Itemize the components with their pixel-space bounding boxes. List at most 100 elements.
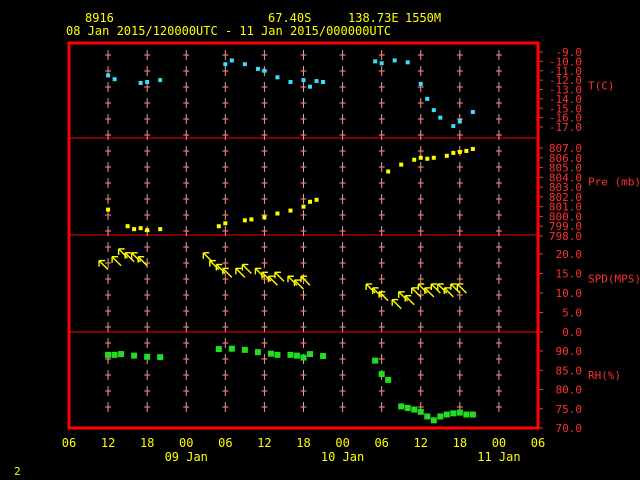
wind-arrow bbox=[222, 267, 233, 278]
humidity-point bbox=[287, 351, 294, 358]
wind-arrow bbox=[235, 267, 246, 278]
pressure-point bbox=[457, 149, 462, 154]
humidity-point bbox=[254, 349, 261, 356]
temperature-point bbox=[223, 62, 228, 67]
panel-label: SPD(MPS) bbox=[588, 273, 640, 286]
y-tick-label: 805.0 bbox=[549, 162, 582, 175]
wind-arrow bbox=[98, 259, 109, 271]
temperature-point bbox=[451, 124, 456, 129]
pressure-point bbox=[470, 146, 475, 151]
humidity-point bbox=[293, 352, 300, 359]
wind-arrow bbox=[274, 271, 285, 282]
station-elevation: 1550M bbox=[405, 11, 441, 25]
pressure-point bbox=[216, 224, 221, 229]
humidity-point bbox=[443, 411, 450, 418]
wind-arrow bbox=[456, 283, 467, 294]
humidity-point bbox=[404, 404, 411, 411]
y-tick-label: 10.0 bbox=[556, 287, 583, 300]
humidity-point bbox=[469, 411, 476, 418]
humidity-point bbox=[378, 371, 385, 378]
pressure-point bbox=[418, 155, 423, 160]
wind-arrow bbox=[215, 263, 226, 274]
time-period: 08 Jan 2015/120000UTC - 11 Jan 2015/0000… bbox=[66, 24, 391, 38]
pressure-point bbox=[145, 228, 150, 233]
x-tick-label: 06 bbox=[374, 436, 388, 450]
humidity-point bbox=[105, 351, 112, 358]
wind-arrow bbox=[293, 279, 304, 290]
y-tick-label: 807.0 bbox=[549, 142, 582, 155]
y-tick-label: -14.0 bbox=[549, 93, 582, 106]
temperature-point bbox=[138, 80, 143, 85]
wind-arrow bbox=[241, 263, 252, 274]
wind-arrow bbox=[117, 248, 129, 259]
humidity-point bbox=[274, 351, 281, 358]
y-tick-label: -13.0 bbox=[549, 84, 582, 97]
wind-arrow bbox=[111, 256, 122, 267]
humidity-point bbox=[424, 413, 431, 420]
temperature-point bbox=[229, 58, 234, 63]
y-tick-label: -10.0 bbox=[549, 55, 582, 68]
temperature-point bbox=[431, 108, 436, 113]
pressure-point bbox=[223, 221, 228, 226]
panel-label: Pre (mb) bbox=[588, 176, 640, 189]
humidity-point bbox=[417, 408, 424, 415]
pressure-point bbox=[125, 224, 130, 229]
pressure-point bbox=[242, 218, 247, 223]
humidity-point bbox=[267, 350, 274, 357]
wind-arrow bbox=[417, 283, 428, 294]
y-tick-label: 90.0 bbox=[556, 345, 583, 358]
wind-arrow bbox=[450, 283, 461, 294]
station-latitude: 67.40S bbox=[268, 11, 311, 25]
pressure-point bbox=[308, 199, 313, 204]
wind-arrow bbox=[378, 291, 389, 302]
x-tick-label: 00 bbox=[492, 436, 506, 450]
y-tick-label: 85.0 bbox=[556, 364, 583, 377]
y-tick-label: 70.0 bbox=[556, 422, 583, 435]
wind-arrow bbox=[391, 298, 402, 310]
y-tick-label: -12.0 bbox=[549, 74, 582, 87]
x-tick-label: 18 bbox=[296, 436, 310, 450]
humidity-point bbox=[118, 351, 125, 358]
humidity-point bbox=[456, 409, 463, 416]
pressure-point bbox=[425, 156, 430, 161]
pressure-point bbox=[444, 153, 449, 158]
temperature-point bbox=[112, 77, 117, 82]
wind-arrow bbox=[267, 275, 278, 286]
x-tick-label: 18 bbox=[140, 436, 154, 450]
humidity-point bbox=[385, 376, 392, 383]
x-tick-label: 06 bbox=[62, 436, 76, 450]
temperature-point bbox=[457, 119, 462, 124]
temperature-point bbox=[425, 96, 430, 101]
pressure-point bbox=[106, 207, 111, 212]
wind-arrow bbox=[209, 259, 220, 271]
y-tick-label: 799.0 bbox=[549, 220, 582, 233]
y-tick-label: 5.0 bbox=[562, 307, 582, 320]
y-tick-label: -11.0 bbox=[549, 65, 582, 78]
pressure-point bbox=[249, 217, 254, 222]
humidity-point bbox=[450, 410, 457, 417]
y-tick-label: 80.0 bbox=[556, 384, 583, 397]
temperature-point bbox=[242, 62, 247, 67]
wind-arrow bbox=[365, 283, 376, 294]
pressure-point bbox=[301, 204, 306, 209]
temperature-point bbox=[275, 75, 280, 80]
y-tick-label: -17.0 bbox=[549, 121, 582, 134]
temperature-point bbox=[405, 60, 410, 65]
x-tick-label: 06 bbox=[531, 436, 545, 450]
humidity-point bbox=[228, 345, 235, 352]
y-tick-label: 803.0 bbox=[549, 181, 582, 194]
humidity-point bbox=[307, 351, 314, 358]
wind-arrow bbox=[398, 291, 409, 302]
data-marks bbox=[98, 58, 476, 424]
humidity-point bbox=[398, 403, 405, 410]
pressure-point bbox=[262, 215, 267, 220]
temperature-point bbox=[301, 78, 306, 83]
wind-arrow bbox=[371, 287, 383, 298]
temperature-point bbox=[106, 73, 111, 78]
axis-labels: 06 12 18 00 06 12 18 00 06 12 18 00 06 09 Jan 10 Jan 11… bbox=[62, 46, 640, 464]
page-number: 2 bbox=[14, 465, 21, 478]
x-tick-label: 00 bbox=[179, 436, 193, 450]
wind-arrow bbox=[411, 287, 422, 298]
wind-arrow bbox=[137, 256, 148, 267]
